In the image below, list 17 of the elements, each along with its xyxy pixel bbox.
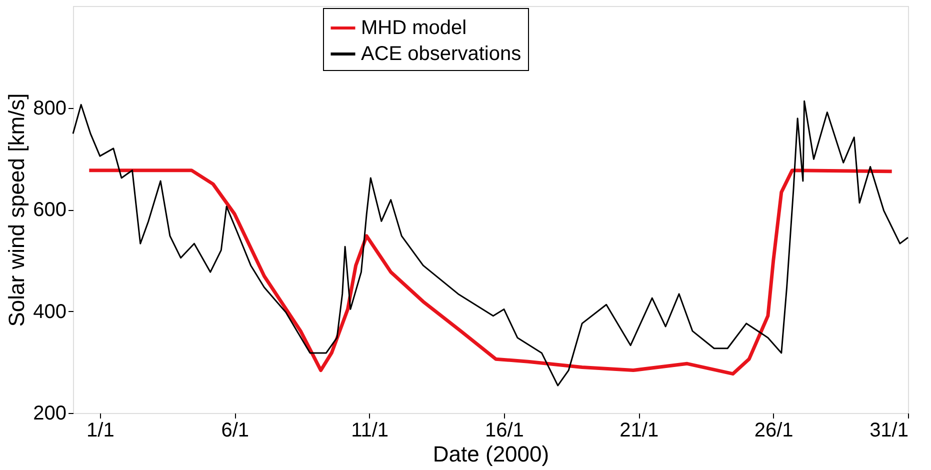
line-series <box>87 168 894 376</box>
y-tick-label: 800 <box>33 97 66 120</box>
legend-label: ACE observations <box>361 43 522 65</box>
x-tick-label: 6/1 <box>221 420 250 442</box>
x-tick-label: 26/1 <box>754 420 794 442</box>
x-tick-label: 21/1 <box>620 420 659 442</box>
x-tick-label: 16/1 <box>485 420 524 442</box>
y-tick-label: 600 <box>33 199 66 221</box>
y-tick-label: 400 <box>33 300 66 323</box>
y-axis-title: Solar wind speed [km/s] <box>4 93 30 327</box>
x-tick-label: 1/1 <box>86 420 114 442</box>
x-tick-label: 11/1 <box>351 420 389 442</box>
line-series <box>72 100 909 386</box>
legend-label: MHD model <box>361 17 467 39</box>
y-tick-label: 200 <box>33 402 66 424</box>
x-axis-title: Date (2000) <box>432 442 550 466</box>
x-tick-label: 31/1 <box>870 420 908 442</box>
